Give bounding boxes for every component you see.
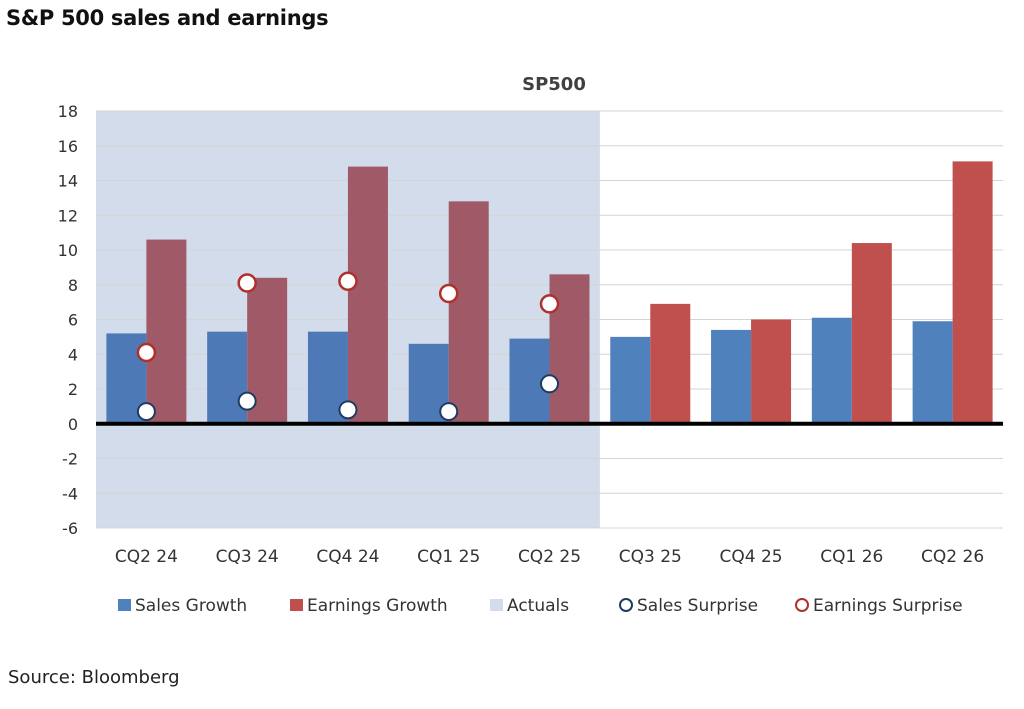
page-title: S&P 500 sales and earnings (6, 6, 329, 30)
x-tick-label: CQ3 25 (619, 547, 682, 567)
bar-sales-growth (811, 317, 852, 424)
y-tick-label: 18 (58, 102, 78, 121)
legend-label: Sales Growth (135, 596, 247, 616)
bar-sales-growth (711, 329, 752, 424)
legend: Sales Growth Earnings Growth Actuals Sales … (118, 596, 963, 616)
x-tick-label: CQ2 26 (921, 547, 984, 567)
y-tick-label: 4 (68, 345, 78, 364)
y-tick-label: -6 (62, 519, 78, 538)
legend-swatch (619, 598, 633, 612)
x-tick-label: CQ4 24 (316, 547, 379, 567)
y-tick-label: 8 (68, 276, 78, 295)
bar-sales-growth (912, 321, 953, 424)
marker-earnings-surprise (338, 271, 358, 292)
marker-sales-surprise (136, 402, 156, 422)
bar-earnings-growth (952, 161, 993, 424)
marker-earnings-surprise (438, 283, 459, 304)
legend-swatch (490, 599, 503, 611)
marker-earnings-surprise (136, 342, 157, 363)
x-tick-label: CQ4 25 (720, 547, 783, 567)
legend-swatch (795, 598, 809, 612)
bar-sales-growth (610, 336, 651, 424)
marker-earnings-surprise (237, 273, 257, 293)
legend-label: Earnings Surprise (813, 596, 963, 616)
y-tick-label: 14 (58, 172, 78, 191)
chart-title: SP500 (522, 74, 586, 95)
markers (136, 271, 560, 422)
legend-label: Earnings Growth (307, 596, 448, 616)
legend-label: Actuals (507, 596, 569, 616)
y-tick-label: -4 (62, 484, 78, 503)
bar-earnings-growth (751, 319, 792, 424)
y-tick-label: 12 (58, 206, 78, 225)
y-tick-label: 16 (58, 137, 78, 156)
bar-earnings-growth (650, 303, 691, 424)
y-tick-label: 0 (68, 415, 78, 434)
source-note: Source: Bloomberg (8, 667, 180, 688)
x-tick-label: CQ3 24 (216, 547, 279, 567)
bar-sales-growth (207, 331, 248, 424)
x-tick-label: CQ2 24 (115, 547, 178, 567)
marker-sales-surprise (439, 402, 459, 422)
y-tick-label: 6 (68, 311, 78, 330)
y-tick-label: 10 (58, 241, 78, 260)
marker-earnings-surprise (539, 294, 560, 314)
marker-sales-surprise (540, 374, 559, 394)
bar-earnings-growth (347, 166, 388, 424)
legend-label: Sales Surprise (637, 596, 758, 616)
x-tick-label: CQ1 26 (820, 547, 883, 567)
y-tick-label: -2 (62, 450, 78, 469)
marker-sales-surprise (338, 400, 358, 420)
marker-sales-surprise (237, 391, 257, 411)
bar-earnings-growth (146, 239, 187, 424)
bar-earnings-growth (448, 201, 489, 424)
legend-swatch (290, 599, 303, 611)
legend-swatch (118, 599, 131, 611)
x-tick-label: CQ1 25 (417, 547, 480, 567)
bar-earnings-growth (851, 243, 892, 424)
x-tick-label: CQ2 25 (518, 547, 581, 567)
y-tick-label: 2 (68, 380, 78, 399)
axes: -6 -4 -2 0 2 4 6 8 10 12 14 16 18 CQ2 24 CQ3 24 CQ4 24 C… (58, 102, 985, 567)
